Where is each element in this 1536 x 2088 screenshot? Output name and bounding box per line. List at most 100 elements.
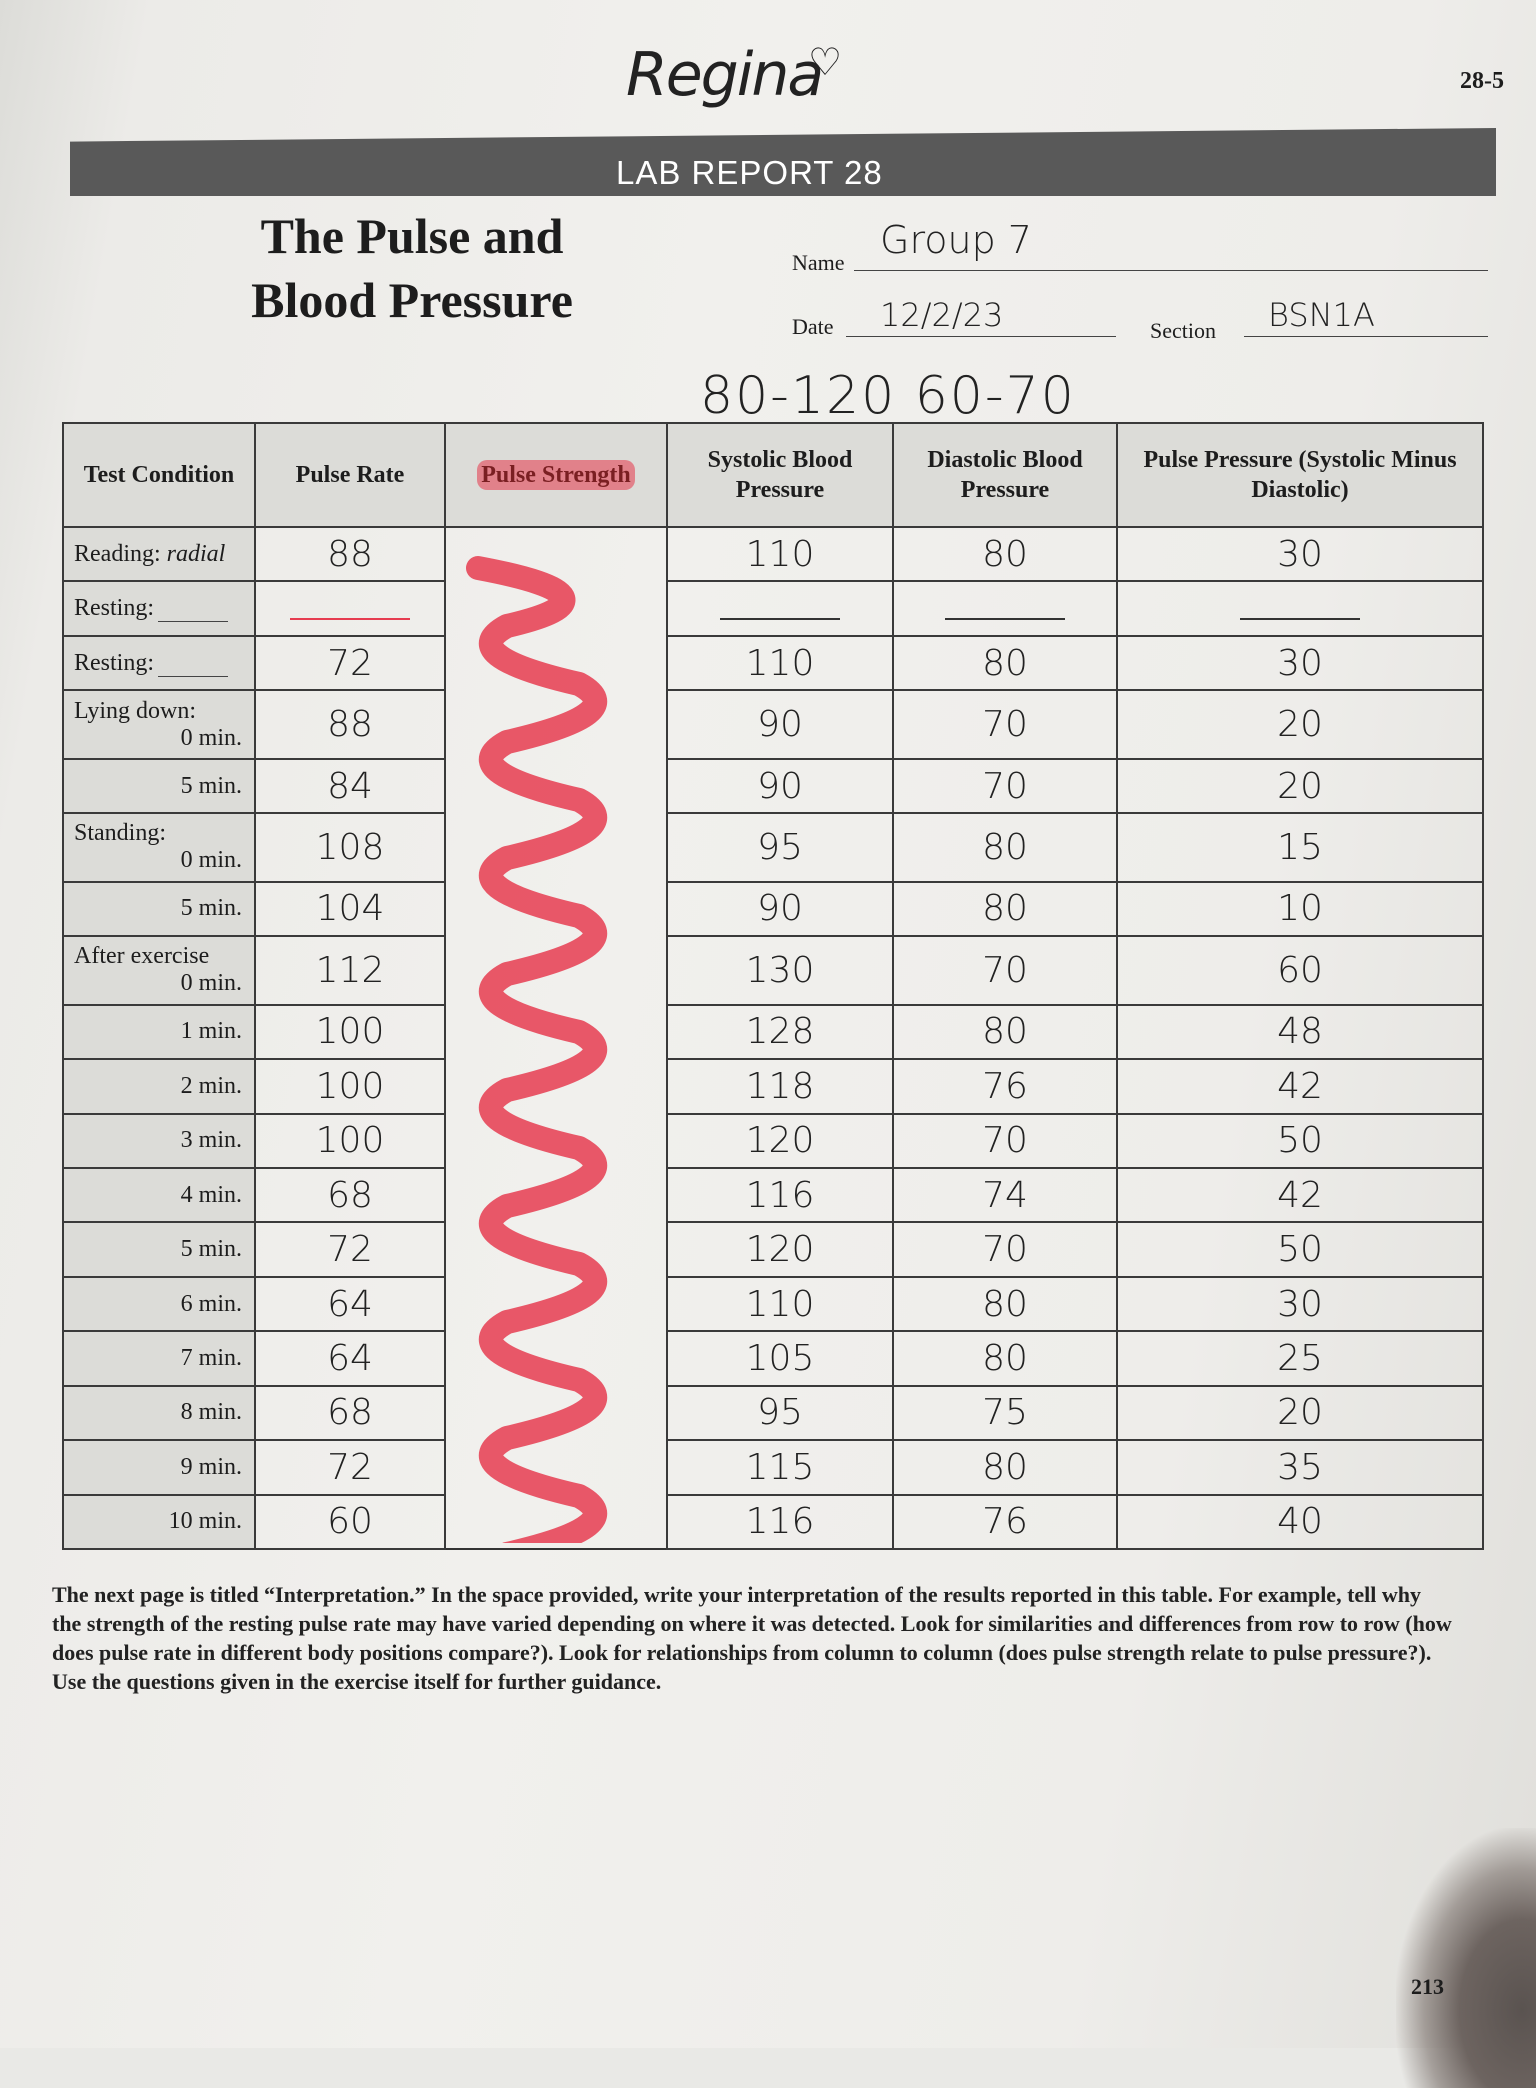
pulse-pressure-cell[interactable]: 15: [1116, 812, 1484, 883]
pulse-rate-cell[interactable]: 68: [254, 1384, 446, 1442]
diastolic-cell[interactable]: 80: [892, 1330, 1118, 1387]
systolic-cell[interactable]: 95: [666, 1384, 894, 1442]
diastolic-cell[interactable]: 80: [892, 634, 1118, 692]
time-label: 6 min.: [180, 1290, 242, 1317]
systolic-cell[interactable]: [666, 580, 894, 637]
banner-title: LAB REPORT 28: [616, 154, 883, 191]
pulse-rate-cell[interactable]: 60: [254, 1493, 446, 1550]
systolic-cell[interactable]: 95: [666, 812, 894, 883]
pulse-pressure-cell[interactable]: 20: [1116, 757, 1484, 815]
systolic-cell[interactable]: 130: [666, 935, 894, 1006]
pulse-rate-cell[interactable]: 100: [254, 1112, 446, 1169]
row-label: Resting:: [62, 634, 256, 692]
pulse-pressure-cell[interactable]: 10: [1116, 880, 1484, 938]
blank-line[interactable]: [158, 621, 229, 623]
diastolic-cell[interactable]: 70: [892, 689, 1118, 760]
pulse-rate-cell[interactable]: 88: [254, 525, 446, 583]
pulse-rate-cell[interactable]: 100: [254, 1003, 446, 1061]
diastolic-cell[interactable]: 74: [892, 1166, 1118, 1224]
section-value[interactable]: BSN1A: [1268, 296, 1375, 334]
pulse-pressure-cell[interactable]: 48: [1116, 1003, 1484, 1061]
systolic-cell[interactable]: 116: [666, 1166, 894, 1224]
pulse-pressure-cell[interactable]: 50: [1116, 1112, 1484, 1169]
pulse-rate-cell[interactable]: 104: [254, 880, 446, 938]
row-label: 4 min.: [62, 1166, 256, 1224]
systolic-cell[interactable]: 115: [666, 1439, 894, 1496]
diastolic-cell[interactable]: 76: [892, 1493, 1118, 1550]
pulse-pressure-cell[interactable]: [1116, 580, 1484, 637]
pulse-pressure-cell[interactable]: 30: [1116, 1275, 1484, 1333]
systolic-cell[interactable]: 116: [666, 1493, 894, 1550]
section-label: Section: [1150, 318, 1216, 343]
dash-mark: [290, 618, 410, 621]
date-value[interactable]: 12/2/23: [880, 296, 1004, 334]
pulse-rate-cell[interactable]: 72: [254, 634, 446, 692]
red-squiggle-mark: [466, 556, 607, 1543]
pulse-rate-cell[interactable]: 64: [254, 1330, 446, 1387]
pulse-pressure-cell[interactable]: 42: [1116, 1058, 1484, 1115]
name-value[interactable]: Group 7: [880, 218, 1032, 262]
systolic-cell[interactable]: 120: [666, 1112, 894, 1169]
row-label: 8 min.: [62, 1384, 256, 1442]
table-row: Reading: radial 88 110 80 30: [62, 525, 1484, 1549]
systolic-cell[interactable]: 110: [666, 1275, 894, 1333]
pulse-rate-cell[interactable]: 64: [254, 1275, 446, 1333]
diastolic-cell[interactable]: 70: [892, 1221, 1118, 1278]
pulse-pressure-cell[interactable]: 50: [1116, 1221, 1484, 1278]
diastolic-cell[interactable]: 80: [892, 1003, 1118, 1061]
handwritten-signature: Regina: [626, 40, 824, 110]
systolic-cell[interactable]: 90: [666, 880, 894, 938]
time-label: 5 min.: [180, 772, 242, 799]
pulse-rate-cell[interactable]: [254, 580, 446, 637]
condition-label: Standing:: [74, 820, 167, 847]
diastolic-cell[interactable]: 76: [892, 1058, 1118, 1115]
diastolic-cell[interactable]: 70: [892, 935, 1118, 1006]
diastolic-cell[interactable]: 70: [892, 757, 1118, 815]
page-number: 213: [1411, 1974, 1444, 1999]
diastolic-cell[interactable]: 80: [892, 1275, 1118, 1333]
pulse-pressure-cell[interactable]: 20: [1116, 1384, 1484, 1442]
pulse-pressure-cell[interactable]: 40: [1116, 1493, 1484, 1550]
systolic-cell[interactable]: 110: [666, 525, 894, 583]
pulse-pressure-cell[interactable]: 60: [1116, 935, 1484, 1006]
systolic-cell[interactable]: 110: [666, 634, 894, 692]
diastolic-cell[interactable]: [892, 580, 1118, 637]
pulse-rate-cell[interactable]: 84: [254, 757, 446, 815]
pulse-pressure-cell[interactable]: 42: [1116, 1166, 1484, 1224]
dash-mark: [720, 618, 840, 621]
systolic-cell[interactable]: 90: [666, 757, 894, 815]
systolic-cell[interactable]: 90: [666, 689, 894, 760]
time-label: 3 min.: [180, 1127, 242, 1154]
pulse-strength-cell[interactable]: [444, 527, 668, 1549]
diastolic-cell[interactable]: 70: [892, 1112, 1118, 1169]
table-row: 2 min. 100 118 76 42: [62, 1058, 1484, 1115]
pulse-pressure-cell[interactable]: 35: [1116, 1439, 1484, 1496]
pulse-pressure-cell[interactable]: 20: [1116, 689, 1484, 760]
pulse-pressure-cell[interactable]: 30: [1116, 634, 1484, 692]
table-row: Resting:: [62, 580, 1484, 637]
normal-range-note: 80-120 60-70: [700, 366, 1076, 426]
table-row: 3 min. 100 120 70 50: [62, 1112, 1484, 1169]
pulse-pressure-cell[interactable]: 30: [1116, 525, 1484, 583]
systolic-cell[interactable]: 120: [666, 1221, 894, 1278]
pulse-rate-cell[interactable]: 100: [254, 1058, 446, 1115]
table-row: 5 min. 72 120 70 50: [62, 1221, 1484, 1278]
systolic-cell[interactable]: 118: [666, 1058, 894, 1115]
pulse-rate-cell[interactable]: 108: [254, 812, 446, 883]
diastolic-cell[interactable]: 80: [892, 525, 1118, 583]
diastolic-cell[interactable]: 80: [892, 880, 1118, 938]
systolic-cell[interactable]: 105: [666, 1330, 894, 1387]
time-label: 4 min.: [180, 1181, 242, 1208]
pulse-rate-cell[interactable]: 68: [254, 1166, 446, 1224]
diastolic-cell[interactable]: 80: [892, 812, 1118, 883]
pulse-rate-cell[interactable]: 112: [254, 935, 446, 1006]
pulse-rate-cell[interactable]: 88: [254, 689, 446, 760]
pulse-pressure-cell[interactable]: 25: [1116, 1330, 1484, 1387]
diastolic-cell[interactable]: 75: [892, 1384, 1118, 1442]
pulse-rate-cell[interactable]: 72: [254, 1221, 446, 1278]
diastolic-cell[interactable]: 80: [892, 1439, 1118, 1496]
blank-line[interactable]: [158, 675, 229, 677]
row-label: 9 min.: [62, 1439, 256, 1496]
systolic-cell[interactable]: 128: [666, 1003, 894, 1061]
pulse-rate-cell[interactable]: 72: [254, 1439, 446, 1496]
